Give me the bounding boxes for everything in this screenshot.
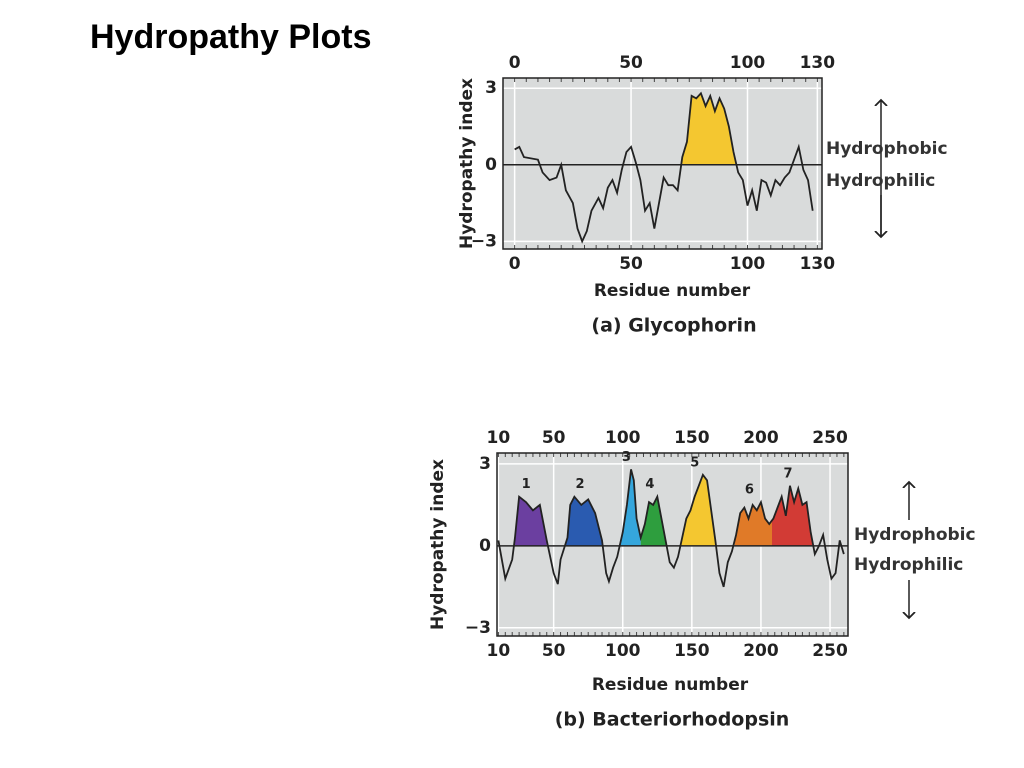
x-tick-label-top: 50 (542, 428, 566, 448)
x-tick-label: 250 (812, 641, 848, 661)
data-line (514, 91, 814, 244)
annotation: Hydrophobic (826, 139, 948, 159)
hydrophobic-segment (619, 469, 641, 546)
x-tick-label-top: 250 (812, 428, 848, 448)
hydrophobic-segment (564, 496, 603, 546)
x-tick-label-top: 10 (487, 428, 511, 448)
y-tick-label: 0 (485, 155, 497, 175)
y-tick-label: 3 (485, 78, 497, 98)
data-line (497, 469, 845, 588)
annotation: Hydrophilic (854, 555, 963, 575)
y-axis-label: Hydropathy index (428, 459, 448, 630)
x-tick-label: 50 (619, 254, 643, 274)
segment-label: 3 (622, 450, 631, 465)
x-tick-label-top: 200 (743, 428, 779, 448)
segment-label: 5 (690, 455, 699, 470)
x-axis-label: Residue number (592, 675, 749, 695)
x-tick-label: 100 (605, 641, 641, 661)
plot-frame (502, 77, 823, 250)
segment-label: 6 (745, 483, 754, 498)
slide-title: Hydropathy Plots (90, 18, 371, 56)
y-axis-label: Hydropathy index (457, 78, 477, 249)
y-tick-label: −3 (471, 231, 497, 251)
hydrophobic-segment (640, 496, 667, 546)
y-tick-label: 3 (479, 454, 491, 474)
x-tick-label-top: 100 (730, 53, 766, 73)
x-tick-label: 100 (730, 254, 766, 274)
chart-caption: (b) Bacteriorhodopsin (555, 709, 790, 731)
hydrophobic-segment (513, 496, 547, 546)
plot-frame (496, 452, 849, 637)
x-tick-label: 0 (509, 254, 521, 274)
annotation: Hydrophobic (854, 525, 976, 545)
hydrophobic-segment (734, 502, 772, 546)
x-axis-label: Residue number (594, 281, 751, 301)
x-tick-label: 130 (800, 254, 836, 274)
annotation: Hydrophilic (826, 171, 935, 191)
x-tick-label: 150 (674, 641, 710, 661)
x-tick-label: 200 (743, 641, 779, 661)
x-tick-label-top: 50 (619, 53, 643, 73)
segment-label: 1 (522, 477, 531, 492)
y-tick-label: 0 (479, 536, 491, 556)
x-tick-label-top: 100 (605, 428, 641, 448)
segment-label: 7 (784, 466, 793, 481)
x-tick-label: 50 (542, 641, 566, 661)
x-tick-label: 10 (487, 641, 511, 661)
chart-caption: (a) Glycophorin (591, 315, 756, 337)
x-tick-label-top: 150 (674, 428, 710, 448)
plot-background (503, 78, 822, 249)
x-tick-label-top: 130 (800, 53, 836, 73)
hydrophobic-segment (680, 474, 717, 546)
y-tick-label: −3 (465, 618, 491, 638)
x-tick-label-top: 0 (509, 53, 521, 73)
segment-label: 4 (645, 477, 654, 492)
segment-label: 2 (576, 477, 585, 492)
